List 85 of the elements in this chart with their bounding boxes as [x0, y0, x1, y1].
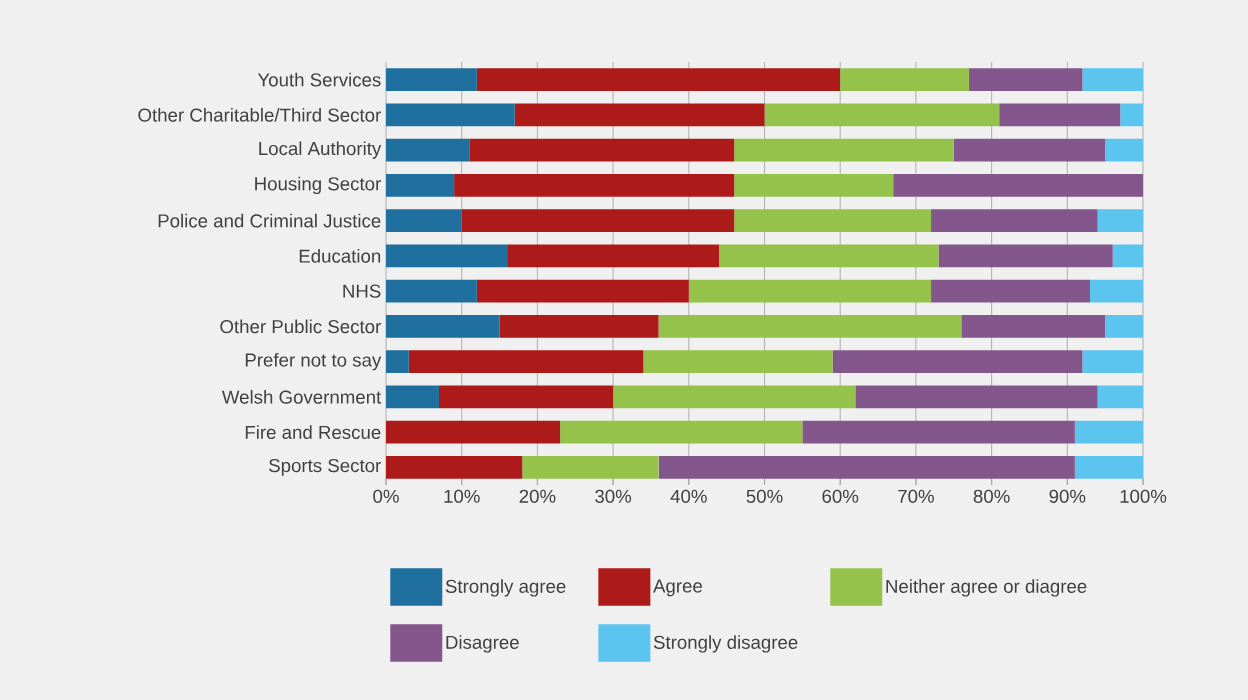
bar — [476, 279, 689, 303]
y-tick-label: Welsh Government — [221, 390, 382, 404]
bar — [476, 68, 841, 92]
x-tick-label: 50% — [746, 489, 783, 503]
bar — [764, 103, 1000, 127]
bar — [461, 209, 735, 233]
bar — [1120, 103, 1144, 127]
x-tick-label: 70% — [898, 489, 934, 503]
y-tick-label: Youth Services — [257, 72, 381, 87]
bar — [1074, 420, 1144, 444]
bar — [514, 103, 765, 127]
bar — [1105, 138, 1144, 162]
bar — [931, 279, 1091, 303]
x-tick-label: 30% — [595, 489, 632, 503]
x-tick-label: 100% — [1120, 489, 1167, 503]
bar — [386, 209, 462, 233]
bar — [893, 173, 1144, 197]
x-tick-label: 80% — [973, 489, 1010, 503]
bar — [1074, 455, 1144, 479]
bar — [719, 244, 939, 268]
bar — [507, 244, 720, 268]
bar — [658, 455, 1075, 479]
bar — [386, 138, 470, 162]
bar — [386, 244, 508, 268]
bar — [408, 350, 644, 374]
bar — [386, 68, 477, 92]
y-tick-label: Sports Sector — [269, 458, 381, 476]
bar — [386, 350, 409, 374]
bar — [386, 173, 455, 197]
bar — [840, 68, 969, 92]
legend-label: Strongly agree — [445, 579, 566, 597]
bar — [386, 420, 561, 444]
bar — [802, 420, 1075, 444]
bar — [1097, 385, 1144, 409]
bar — [643, 350, 833, 374]
x-tick-label: 40% — [670, 489, 707, 503]
bar — [968, 68, 1083, 92]
bar — [658, 314, 962, 338]
x-tick-label: 10% — [444, 489, 480, 503]
x-tick-label: 60% — [822, 489, 859, 503]
y-tick-label: Local Authority — [259, 141, 382, 159]
bar — [1097, 209, 1144, 233]
bar — [560, 420, 803, 444]
bar — [499, 314, 659, 338]
legend-label: Disagree — [446, 635, 519, 653]
bar — [454, 173, 735, 197]
bar — [469, 138, 735, 162]
y-tick-label: Prefer not to say — [245, 352, 382, 371]
bar — [386, 103, 515, 127]
bar — [1090, 279, 1144, 303]
legend-label: Agree — [653, 579, 702, 597]
x-tick-label: 0% — [373, 489, 399, 503]
bar — [1082, 68, 1144, 92]
bar — [688, 279, 932, 303]
bar — [1082, 350, 1144, 374]
bar — [938, 244, 1113, 268]
bar — [439, 385, 614, 409]
bar — [386, 279, 477, 303]
y-tick-label: Other Public Sector — [220, 319, 381, 334]
bar — [734, 209, 932, 233]
y-tick-label: NHS — [343, 284, 381, 298]
y-tick-label: Fire and Rescue — [245, 425, 381, 439]
y-tick-label: Other Charitable/Third Sector — [138, 108, 381, 122]
bar — [522, 455, 659, 479]
bar — [734, 173, 894, 197]
x-tick-label: 90% — [1049, 489, 1086, 503]
y-tick-label: Police and Criminal Justice — [158, 213, 381, 228]
bar — [386, 455, 523, 479]
bar — [953, 138, 1106, 162]
bar — [931, 209, 1098, 233]
bar — [613, 385, 856, 409]
bar — [961, 314, 1106, 338]
bar — [734, 138, 954, 162]
bar — [855, 385, 1098, 409]
bar — [1105, 314, 1144, 338]
bar — [1112, 244, 1144, 268]
bar — [386, 314, 500, 338]
y-tick-label: Education — [299, 249, 381, 263]
legend-label: Neither agree or diagree — [886, 579, 1087, 597]
bar — [832, 350, 1083, 374]
x-tick-label: 20% — [519, 489, 556, 503]
bar — [999, 103, 1121, 127]
bar — [386, 385, 439, 409]
y-tick-label: Housing Sector — [255, 176, 381, 195]
legend-label: Strongly disagree — [653, 635, 798, 653]
